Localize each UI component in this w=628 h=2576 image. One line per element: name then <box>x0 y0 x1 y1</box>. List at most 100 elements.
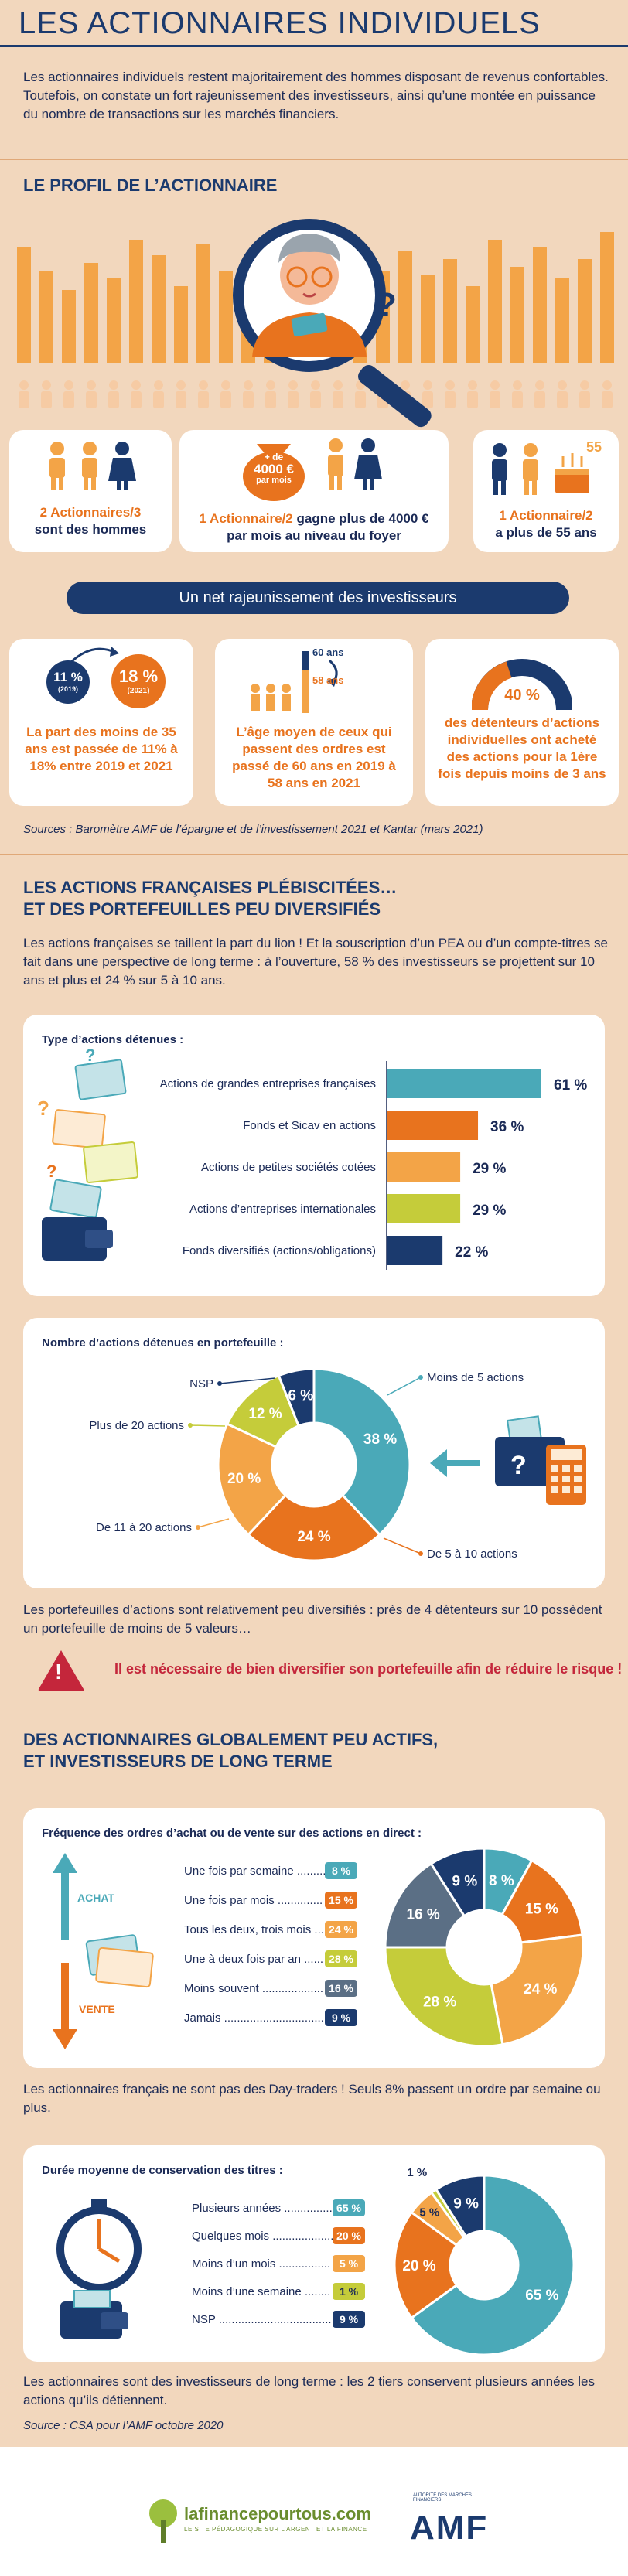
donut-category-label: NSP <box>189 1377 213 1390</box>
legend-value: 9 % <box>340 2313 359 2325</box>
donut-slice <box>434 2174 486 2238</box>
bar-value-label: 29 % <box>473 1203 506 1219</box>
person-head <box>64 380 73 390</box>
portfolio-size-card: Nombre d’actions détenues en portefeuill… <box>23 1318 605 1588</box>
legend-swatch <box>325 1980 357 1997</box>
legend-swatch <box>333 2227 365 2244</box>
warning-icon <box>38 1650 84 1691</box>
page-title: LES ACTIONNAIRES INDIVIDUELS <box>19 6 541 40</box>
portfolio-donut-chart: 38 % 24 % 20 % 12 % 6 % Moins de 5 actions De … <box>89 1367 524 1562</box>
amf-logo[interactable]: AMF <box>410 2509 489 2547</box>
donut-value-label: 12 % <box>248 1406 282 1422</box>
person-body <box>86 391 97 408</box>
legend-value: 24 % <box>329 1923 353 1936</box>
legend-label: Tous les deux, trois mois ... <box>184 1923 324 1936</box>
background-bar <box>84 263 98 363</box>
age-58-label: 58 ans <box>312 674 344 686</box>
person-body <box>310 391 321 408</box>
background-bar <box>421 275 435 363</box>
holding-chart-title: Durée moyenne de conservation des titres… <box>42 2164 283 2177</box>
person-head <box>266 380 275 390</box>
curved-arrow-icon <box>70 647 119 664</box>
person-body <box>512 391 523 408</box>
background-bar <box>466 286 480 363</box>
person-head <box>288 380 298 390</box>
age-bars-icon <box>251 651 338 713</box>
bar-chart-title: Type d’actions détenues : <box>42 1033 184 1046</box>
person-head <box>580 380 589 390</box>
person-head <box>109 380 118 390</box>
donut-value-label: 1 % <box>407 2166 427 2179</box>
person-head <box>19 380 29 390</box>
donut-value-label: 38 % <box>363 1431 397 1448</box>
stat2-strong: 1 Actionnaire/2 <box>199 511 293 526</box>
bar <box>387 1152 461 1182</box>
donut-slice <box>246 1493 382 1562</box>
legend-value: 28 % <box>329 1953 353 1965</box>
leader-line <box>197 1518 230 1528</box>
lafinancepourtous-logo[interactable]: lafinancepourtous.com <box>184 2504 372 2523</box>
under35-2021-year: (2021) <box>127 687 150 695</box>
profile-heading: LE PROFIL DE L’ACTIONNAIRE <box>23 176 278 195</box>
legend-label: Jamais ............................... <box>184 2011 324 2025</box>
section2-intro: Les actions françaises se taillent la pa… <box>23 936 608 988</box>
svg-text:?: ? <box>85 1046 95 1065</box>
elderly-cake-icons: 55 <box>492 439 602 495</box>
card-average-age: 60 ans 58 ans L’âge moyen de ceux qui pa… <box>215 639 413 806</box>
tree-logo-icon <box>149 2499 177 2543</box>
background-bar <box>555 278 569 363</box>
person-body <box>108 391 119 408</box>
person-head <box>199 380 208 390</box>
average-age-text: L’âge moyen de ceux qui passent des ordr… <box>232 725 396 790</box>
portfolio-text: Les portefeuilles d’actions sont relativ… <box>23 1602 602 1636</box>
person-body <box>41 391 52 408</box>
donut-value-label: 24 % <box>524 1981 557 1998</box>
warning-text: Il est nécessaire de bien diversifier so… <box>114 1661 623 1677</box>
under35-text: La part des moins de 35 ans est passée d… <box>25 725 178 773</box>
legend-label: Plusieurs années ............... <box>192 2202 333 2215</box>
section3-source: Source : CSA pour l’AMF octobre 2020 <box>23 2419 224 2432</box>
stat-card-income: + de 4000 € par mois 1 Actionnaire/2 gag… <box>179 430 449 552</box>
gauge-icon <box>472 659 572 711</box>
svg-text:?: ? <box>37 1097 49 1120</box>
donut-value-label: 9 % <box>452 1874 478 1890</box>
legend-swatch <box>325 2009 357 2026</box>
bar-category-label: Fonds diversifiés (actions/obligations) <box>183 1244 376 1257</box>
background-bar <box>62 290 76 363</box>
person-head <box>333 380 343 390</box>
legend-swatch <box>325 1862 357 1879</box>
frequency-donut-chart: 8 % 15 % 24 % 28 % 16 % 9 % <box>384 1847 585 2048</box>
person-head <box>311 380 320 390</box>
leader-dot <box>196 1525 200 1530</box>
person-head <box>445 380 455 390</box>
title-rule <box>0 45 628 47</box>
bag-line1: + de <box>264 452 284 462</box>
donut-slice <box>384 1946 504 2048</box>
donut-slice <box>277 1367 316 1428</box>
donut-value-label: 24 % <box>297 1529 330 1545</box>
under35-2019-value: 11 % <box>53 670 83 684</box>
legend-label: Une fois par mois .............. <box>184 1894 323 1907</box>
person-head <box>154 380 163 390</box>
person-head <box>602 380 612 390</box>
frequency-text: Les actionnaires français ne sont pas de… <box>23 2082 601 2115</box>
person-head <box>176 380 186 390</box>
donut-slice <box>217 1422 288 1537</box>
money-bag-icon <box>243 438 382 501</box>
donut-slice <box>500 1858 584 1944</box>
leader-dot <box>188 1423 193 1428</box>
person-face <box>280 246 339 305</box>
person-head <box>513 380 522 390</box>
background-bar <box>219 271 233 363</box>
legend-label: Moins d’un mois ................ <box>192 2257 330 2271</box>
person-body <box>534 391 545 408</box>
new-investors-pct: 40 % <box>504 687 540 704</box>
donut-category-label: Plus de 20 actions <box>89 1419 184 1432</box>
wallet-calculator-illustration: ? <box>430 1415 586 1505</box>
bar-category-label: Actions d’entreprises internationales <box>189 1203 376 1216</box>
person-body <box>265 391 276 408</box>
divider <box>0 159 628 160</box>
person-body <box>131 391 142 408</box>
banknote-icon <box>291 312 328 337</box>
holding-donut-chart: 65 % 20 % 5 % 1 % 9 % <box>393 2166 575 2356</box>
